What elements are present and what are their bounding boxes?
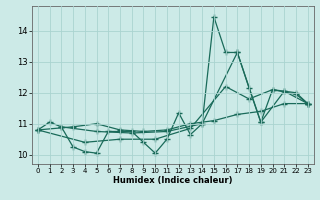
X-axis label: Humidex (Indice chaleur): Humidex (Indice chaleur) [113, 176, 233, 185]
